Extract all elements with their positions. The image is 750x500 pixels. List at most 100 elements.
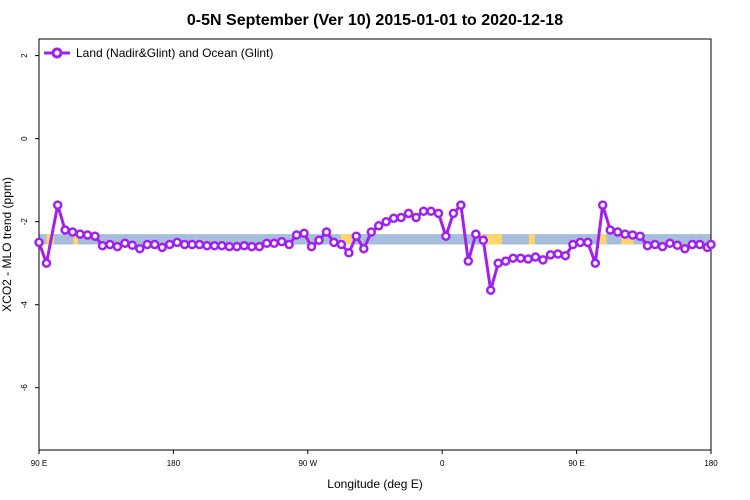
data-point <box>299 228 309 239</box>
data-point <box>418 206 429 217</box>
data-point <box>261 238 272 249</box>
x-axis-label: Longitude (deg E) <box>327 477 422 491</box>
data-point <box>97 240 108 251</box>
x-tick-label-0: 90 E <box>31 459 47 468</box>
data-point <box>441 231 451 241</box>
data-point <box>456 200 466 210</box>
data-point <box>583 237 593 248</box>
data-point <box>179 239 190 250</box>
data-point <box>515 253 526 263</box>
data-point <box>254 241 265 252</box>
data-point <box>67 227 78 237</box>
data-point <box>112 241 123 252</box>
data-point <box>463 256 474 266</box>
data-point <box>627 230 638 240</box>
data-point <box>164 239 175 250</box>
y-tick-label-2: -2 <box>20 218 29 226</box>
data-point <box>545 250 556 260</box>
data-point <box>82 230 93 240</box>
data-point <box>672 240 683 251</box>
data-point <box>575 237 586 248</box>
legend: Land (Nadir&Glint) and Ocean (Glint) <box>44 46 273 60</box>
data-point <box>217 240 227 251</box>
y-tick-label-3: -4 <box>20 301 29 309</box>
data-point <box>366 227 377 237</box>
series-group <box>34 200 716 295</box>
data-point <box>127 240 138 251</box>
data-point <box>329 237 339 248</box>
data-point <box>411 212 421 223</box>
data-point <box>665 238 675 249</box>
data-point <box>359 243 369 254</box>
y-tick-label-4: -6 <box>20 384 29 392</box>
y-tick-label-1: 0 <box>20 136 29 141</box>
data-point <box>485 285 496 295</box>
data-point <box>553 249 563 259</box>
data-point <box>135 243 145 254</box>
x-tick-label-2: 90 W <box>298 459 317 468</box>
data-point <box>642 240 653 251</box>
band-accent-6 <box>599 234 607 245</box>
band-accent-4 <box>487 234 502 245</box>
data-point <box>500 256 511 266</box>
data-point <box>657 241 668 252</box>
data-point <box>60 225 70 235</box>
data-point <box>142 239 153 250</box>
data-point <box>403 208 414 219</box>
x-tick-label-4: 90 E <box>568 459 584 468</box>
data-point <box>493 258 503 268</box>
data-point <box>34 237 44 248</box>
data-point <box>172 237 182 248</box>
data-point <box>650 239 660 250</box>
data-point <box>687 239 698 250</box>
data-point <box>471 229 481 239</box>
data-point <box>284 239 294 250</box>
data-point <box>560 250 571 261</box>
data-point <box>605 225 615 235</box>
band-base <box>39 234 711 245</box>
data-point <box>232 241 242 252</box>
y-axis-label: XCO2 - MLO trend (ppm) <box>0 177 14 312</box>
data-point <box>75 229 85 239</box>
data-point <box>388 213 399 224</box>
data-point <box>187 239 197 250</box>
data-point <box>194 239 205 250</box>
background-band <box>39 234 711 245</box>
data-point <box>344 248 354 258</box>
data-point <box>373 221 384 231</box>
data-point <box>52 200 63 210</box>
data-point <box>247 241 257 252</box>
data-point <box>306 241 317 252</box>
legend-marker <box>51 47 63 59</box>
chart-title: 0-5N September (Ver 10) 2015-01-01 to 20… <box>187 12 563 29</box>
data-point <box>523 254 533 264</box>
data-point <box>590 258 601 268</box>
data-point <box>224 241 235 252</box>
x-tick-label-1: 180 <box>167 459 181 468</box>
x-tick-label-3: 0 <box>440 459 445 468</box>
data-point <box>291 230 302 240</box>
data-point <box>680 243 690 254</box>
legend-entry: Land (Nadir&Glint) and Ocean (Glint) <box>76 46 273 60</box>
data-point <box>157 242 167 253</box>
data-point <box>149 239 160 250</box>
data-point <box>538 255 548 265</box>
data-point <box>508 253 518 263</box>
data-point <box>269 238 279 249</box>
data-point <box>90 231 100 241</box>
data-point <box>695 239 705 250</box>
data-point <box>530 252 541 262</box>
y-tick-label-0: 2 <box>20 53 29 58</box>
data-point <box>620 229 630 239</box>
data-point <box>568 239 578 250</box>
data-point <box>120 238 130 249</box>
data-point <box>314 235 324 246</box>
data-point <box>41 258 52 268</box>
data-point <box>635 231 645 241</box>
x-axis: 90 E 180 90 W 0 90 E 180 <box>31 450 718 468</box>
data-point <box>597 200 608 210</box>
data-point <box>612 227 623 237</box>
data-point <box>448 208 459 219</box>
band-accent-2 <box>340 234 353 245</box>
